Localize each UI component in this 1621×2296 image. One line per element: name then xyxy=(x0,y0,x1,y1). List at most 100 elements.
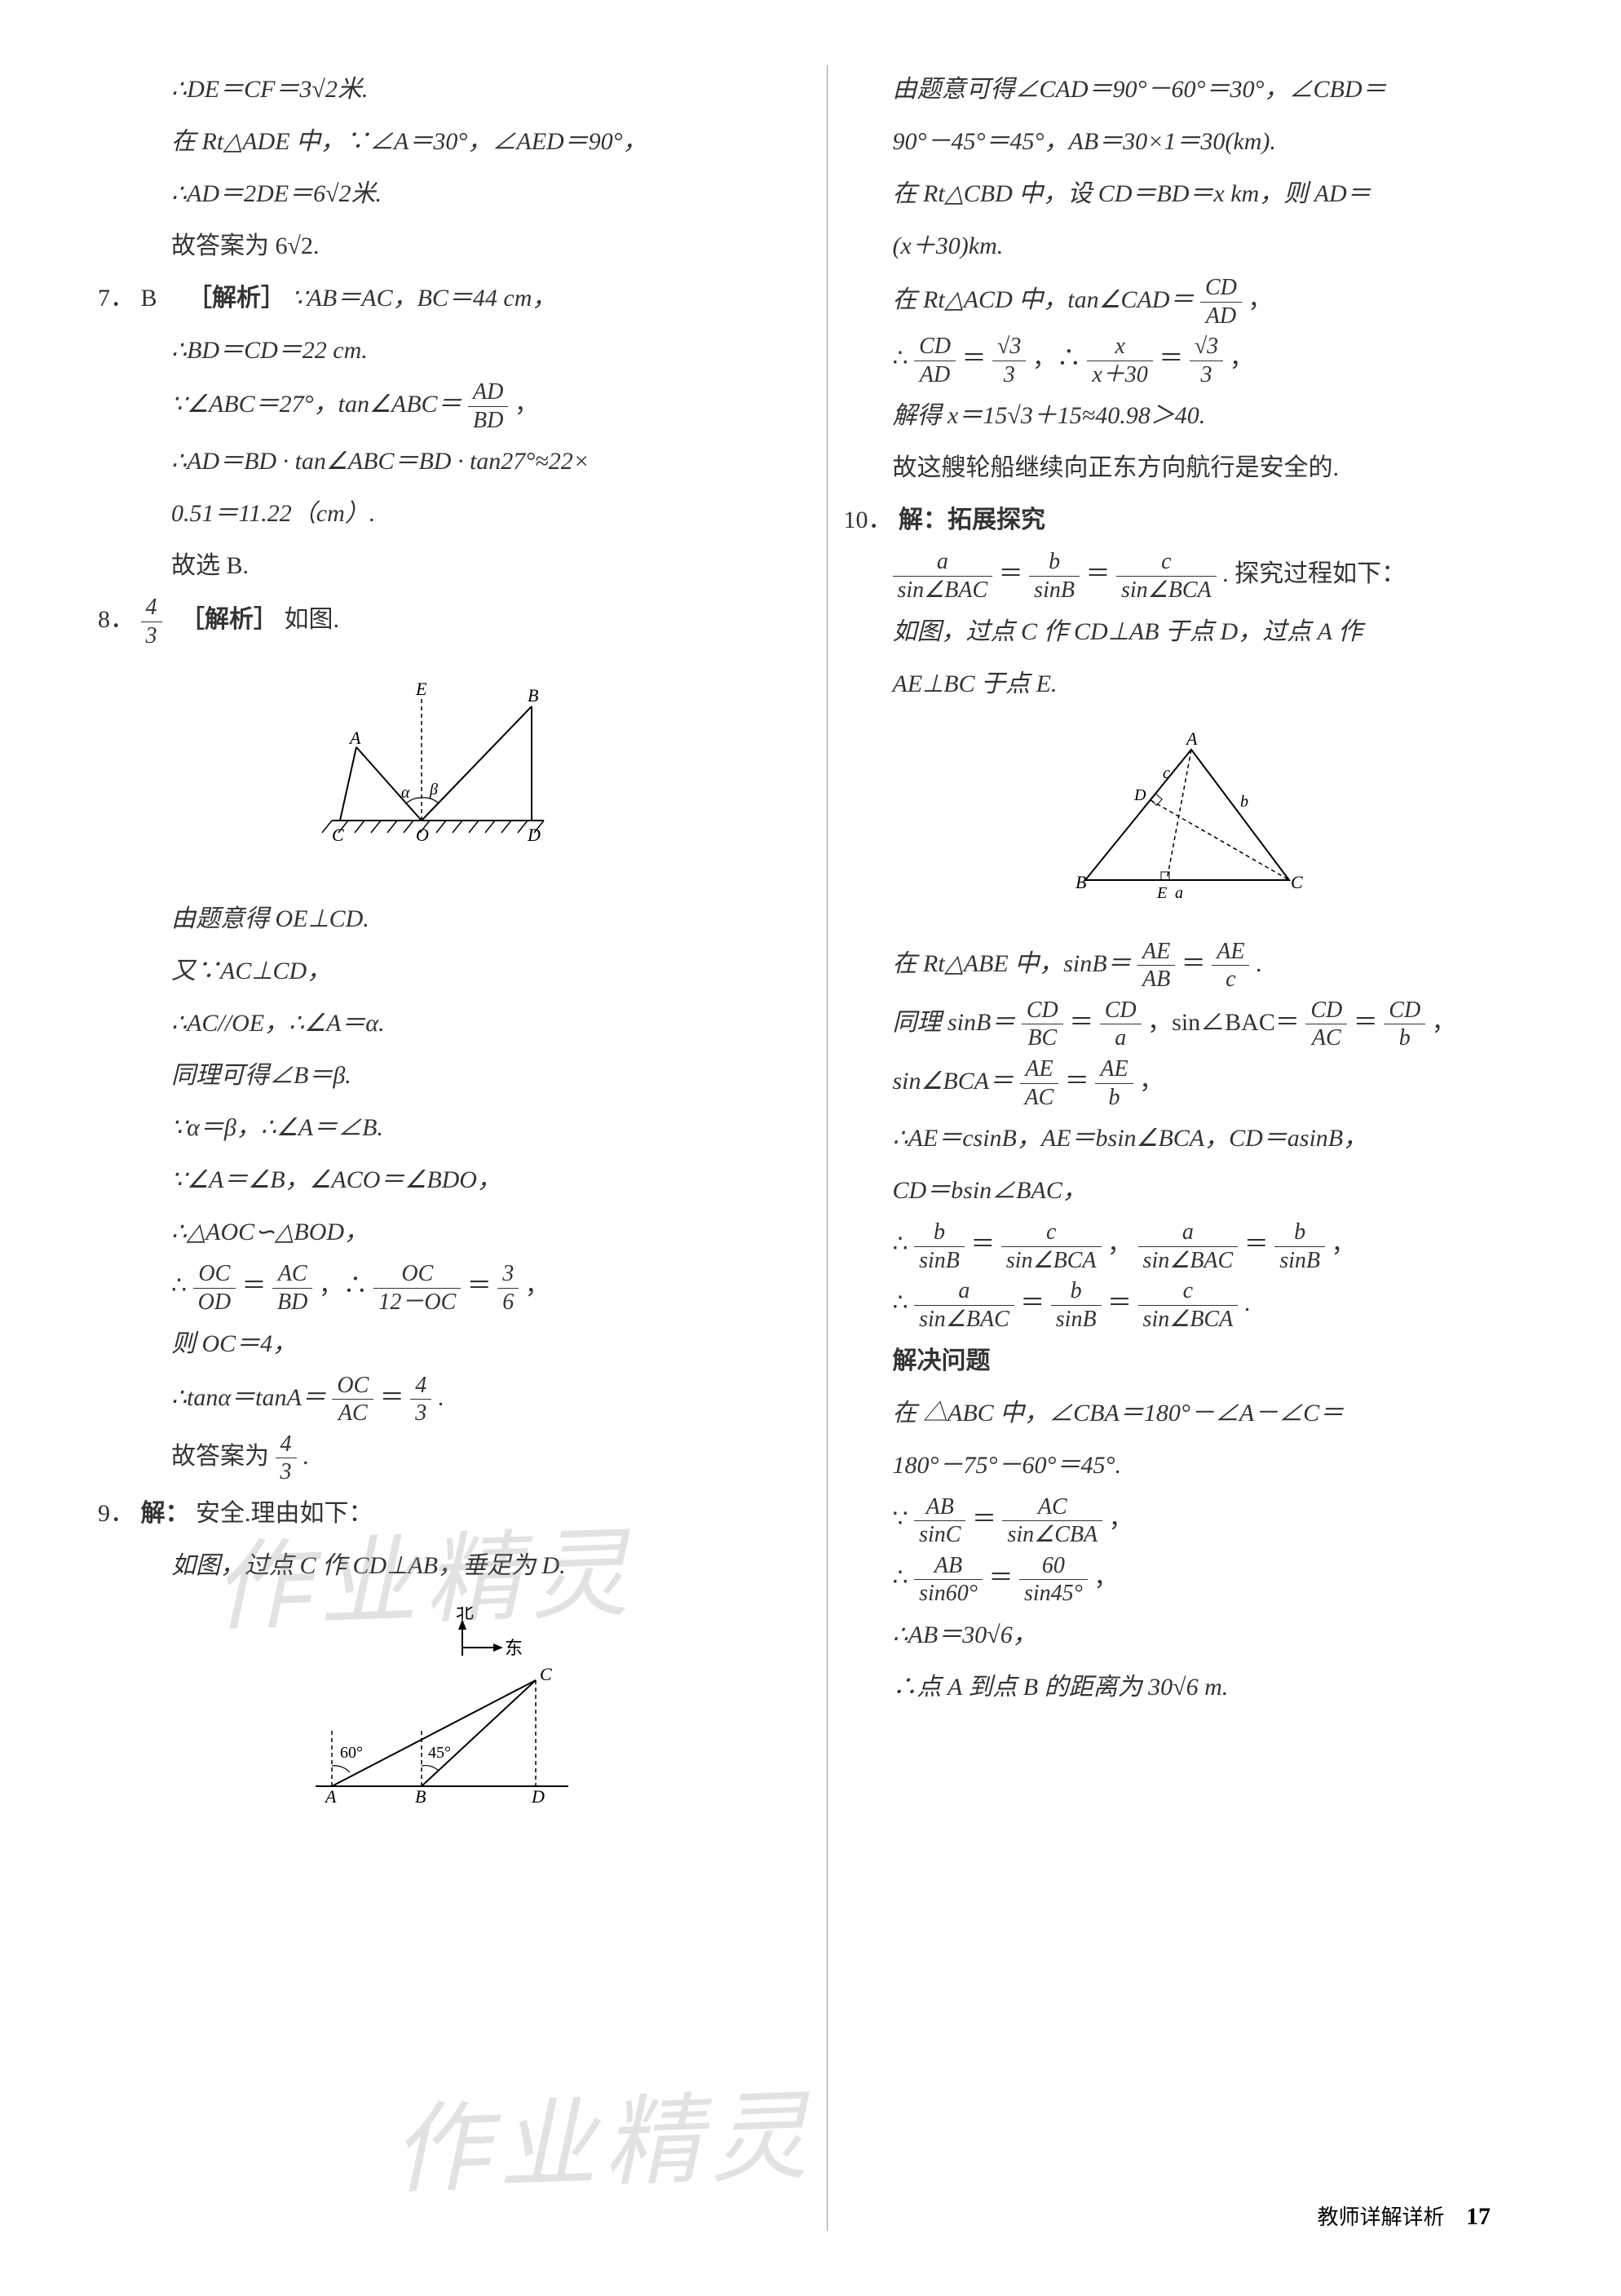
fraction: asin∠BAC xyxy=(914,1277,1014,1333)
fraction: CDAD xyxy=(1200,274,1242,330)
text-line: sin∠BCA＝ AEAC ＝ AEb ， xyxy=(844,1055,1524,1111)
figure-3: A B C D E a b c xyxy=(844,725,1524,922)
fraction: CDAD xyxy=(914,333,956,388)
fraction: CDBC xyxy=(1022,997,1063,1052)
text-line: ∴ asin∠BAC ＝ bsinB ＝ csin∠BCA . xyxy=(844,1277,1524,1333)
fraction: OC12－OC xyxy=(373,1260,461,1316)
fraction: csin∠BCA xyxy=(1138,1277,1239,1333)
solution-label: 解： xyxy=(141,1500,190,1527)
footer-text: 教师详解详析 xyxy=(1317,2205,1444,2229)
fraction: AEAB xyxy=(1137,938,1175,993)
fraction: 43 xyxy=(410,1372,431,1427)
fig-label-beta: β xyxy=(429,781,438,799)
text-line: 又∵AC⊥CD， xyxy=(98,947,778,996)
fig-label-C: C xyxy=(540,1664,552,1684)
text-line: ∴ OCOD ＝ ACBD ，∴ OC12－OC ＝ 36 ， xyxy=(98,1260,778,1316)
right-column: 由题意可得∠CAD＝90°－60°＝30°，∠CBD＝ 90°－45°＝45°，… xyxy=(827,65,1524,2231)
fig-label-O: O xyxy=(416,825,429,845)
fig-label-E: E xyxy=(1156,884,1167,902)
fraction: √33 xyxy=(1190,333,1223,388)
fraction: CDb xyxy=(1384,997,1425,1052)
fig-label-B: B xyxy=(1076,872,1086,892)
text-line: ∴AD＝2DE＝6√2米. xyxy=(98,170,778,219)
fraction: AEb xyxy=(1095,1055,1133,1111)
fraction: ACsin∠CBA xyxy=(1002,1493,1102,1549)
answer-letter: B xyxy=(141,285,182,312)
text-line: ∴AD＝BD · tan∠ABC＝BD · tan27°≈22× xyxy=(98,437,778,486)
figure-2: 北 东 A B C D 60° 45° xyxy=(98,1607,778,1836)
fig-label-B: B xyxy=(528,685,538,706)
text-line: ∴△AOC∽△BOD， xyxy=(98,1208,778,1257)
fig-label-C: C xyxy=(1291,872,1303,892)
text-line: 在 Rt△ACD 中，tan∠CAD＝ CDAD ， xyxy=(844,274,1524,330)
page-footer: 教师详解详析 17 xyxy=(1317,2201,1491,2231)
fraction: csin∠BCA xyxy=(1001,1219,1102,1274)
text-line: ∴ bsinB ＝ csin∠BCA ， asin∠BAC ＝ bsinB ， xyxy=(844,1219,1524,1274)
fraction: ACBD xyxy=(272,1260,312,1316)
fig-label-b: b xyxy=(1240,793,1248,811)
text-line: ∴BD＝CD＝22 cm. xyxy=(98,326,778,375)
fraction: 36 xyxy=(497,1260,519,1316)
fraction: asin∠BAC xyxy=(893,548,993,604)
fig-label-A: A xyxy=(324,1786,337,1807)
fig-label-C: C xyxy=(332,825,344,845)
fraction: 43 xyxy=(141,594,162,649)
fig-label-A: A xyxy=(348,728,361,748)
fig-label-D: D xyxy=(1133,786,1146,804)
text-line: ∴AE＝csinB，AE＝bsin∠BCA，CD＝asinB， xyxy=(844,1114,1524,1163)
text-line: ∴AB＝30√6， xyxy=(844,1611,1524,1660)
fraction: 43 xyxy=(276,1431,297,1486)
text-line: 则 OC＝4， xyxy=(98,1320,778,1369)
fig-label-B: B xyxy=(415,1786,426,1807)
fig-label-a: a xyxy=(1175,884,1183,902)
text-line: 故答案为 43 . xyxy=(98,1431,778,1486)
page-number: 17 xyxy=(1466,2203,1491,2230)
fig-label-E: E xyxy=(415,679,427,699)
fraction: bsinB xyxy=(1029,548,1080,604)
text-line: 同理可得∠B＝β. xyxy=(98,1051,778,1100)
text-line: ∵∠ABC＝27°，tan∠ABC＝ ADBD ， xyxy=(98,378,778,434)
question-7: 7． B ［解析］ ∵AB＝AC，BC＝44 cm， xyxy=(98,274,778,323)
fraction: 60sin45° xyxy=(1019,1552,1088,1608)
text-line: ∴ CDAD ＝ √33 ，∴ xx＋30 ＝ √33 ， xyxy=(844,333,1524,388)
solution-label: 解：拓展探究 xyxy=(899,507,1045,533)
item-number: 7． xyxy=(98,274,135,323)
fraction: asin∠BAC xyxy=(1138,1219,1239,1274)
fraction: AEAC xyxy=(1020,1055,1059,1111)
fraction: AEc xyxy=(1212,938,1249,993)
figure-1: A B C D E O α β xyxy=(98,666,778,878)
text-line: 180°－75°－60°＝45°. xyxy=(844,1441,1524,1490)
fig-label-ang1: 60° xyxy=(340,1744,363,1762)
text-line: 如图，过点 C 作 CD⊥AB，垂足为 D. xyxy=(98,1542,778,1590)
text-line: 在 Rt△ABE 中，sinB＝ AEAB ＝ AEc . xyxy=(844,938,1524,993)
text-line: CD＝bsin∠BAC， xyxy=(844,1166,1524,1215)
left-column: ∴DE＝CF＝3√2米. 在 Rt△ADE 中，∵∠A＝30°，∠AED＝90°… xyxy=(98,65,794,2231)
text-line: (x＋30)km. xyxy=(844,222,1524,271)
text-line: 由题意得 OE⊥CD. xyxy=(98,895,778,944)
fig-label-ang2: 45° xyxy=(428,1744,451,1762)
text-line: AE⊥BC 于点 E. xyxy=(844,660,1524,709)
fig-label-D: D xyxy=(531,1786,545,1807)
text-line: asin∠BAC ＝ bsinB ＝ csin∠BCA . 探究过程如下： xyxy=(844,548,1524,604)
text-line: ∵∠A＝∠B，∠ACO＝∠BDO， xyxy=(98,1156,778,1205)
section-title: 解决问题 xyxy=(844,1337,1524,1386)
item-number: 10． xyxy=(844,496,893,545)
fig-label-north: 北 xyxy=(456,1607,474,1622)
text-line: 由题意可得∠CAD＝90°－60°＝30°，∠CBD＝ xyxy=(844,65,1524,114)
text-line: 如图，过点 C 作 CD⊥AB 于点 D，过点 A 作 xyxy=(844,608,1524,657)
question-9: 9． 解： 安全.理由如下： xyxy=(98,1489,778,1538)
text-line: 在 Rt△ADE 中，∵∠A＝30°，∠AED＝90°， xyxy=(98,117,778,166)
fig-label-A: A xyxy=(1185,728,1198,749)
question-10: 10． 解：拓展探究 xyxy=(844,496,1524,545)
text-line: 在 Rt△CBD 中，设 CD＝BD＝x km，则 AD＝ xyxy=(844,170,1524,219)
text-line: ∴AC//OE，∴∠A＝α. xyxy=(98,999,778,1048)
fraction: bsinB xyxy=(1051,1277,1102,1333)
fraction: ABsin60° xyxy=(914,1552,983,1608)
item-number: 9． xyxy=(98,1489,135,1538)
page-content: ∴DE＝CF＝3√2米. 在 Rt△ADE 中，∵∠A＝30°，∠AED＝90°… xyxy=(98,65,1523,2231)
fig-label-alpha: α xyxy=(401,784,410,802)
analysis-label: ［解析］ xyxy=(188,285,285,312)
question-8: 8． 43 ［解析］ 如图. xyxy=(98,594,778,649)
text-line: 故答案为 6√2. xyxy=(98,222,778,271)
fraction: xx＋30 xyxy=(1087,333,1152,388)
